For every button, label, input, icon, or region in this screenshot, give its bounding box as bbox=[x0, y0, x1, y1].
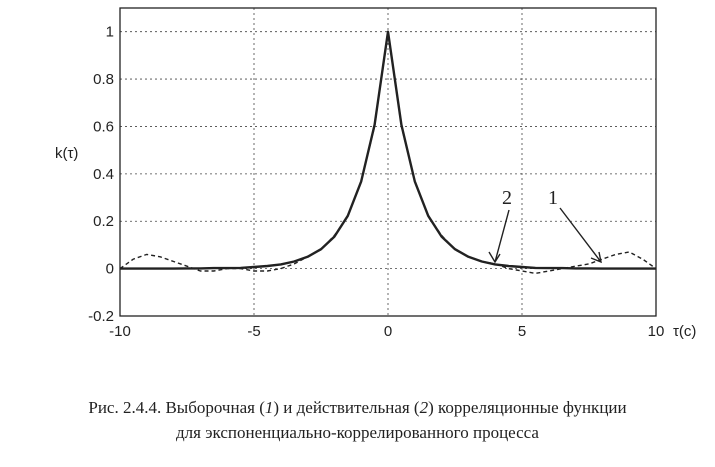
series-2-line bbox=[120, 30, 656, 270]
plot-frame bbox=[119, 7, 657, 317]
x-tick-label: 5 bbox=[518, 323, 526, 340]
series-1-arrow bbox=[559, 207, 602, 264]
caption-part1: Рис. 2.4.4. Выборочная ( bbox=[88, 398, 265, 417]
tick-labels: -10 -5 0 5 10 -0.2 0 0.2 0.4 0.6 0.8 1 bbox=[88, 24, 664, 340]
grid bbox=[120, 8, 656, 316]
series-label-1: 1 bbox=[548, 187, 558, 209]
y-tick-label: 0.4 bbox=[93, 166, 114, 183]
caption-part3: ) корреляционные функции bbox=[428, 398, 627, 417]
y-tick-label: 1 bbox=[106, 24, 114, 41]
x-tick-label: 10 bbox=[648, 323, 665, 340]
figure-caption: Рис. 2.4.4. Выборочная (1) и действитель… bbox=[0, 398, 715, 418]
series-layer bbox=[119, 30, 657, 275]
y-tick-label: 0.6 bbox=[93, 118, 114, 135]
y-tick-label: -0.2 bbox=[88, 308, 114, 325]
x-tick-label: -5 bbox=[247, 323, 260, 340]
y-tick-label: 0.2 bbox=[93, 213, 114, 230]
caption-part2: ) и действительная ( bbox=[273, 398, 420, 417]
y-axis-label: k(τ) bbox=[55, 145, 78, 162]
x-axis-label: τ(c) bbox=[673, 323, 696, 340]
series-2-arrow bbox=[488, 209, 510, 264]
caption-num1: 1 bbox=[264, 398, 274, 417]
x-tick-label: -10 bbox=[109, 323, 131, 340]
series-1-line bbox=[119, 31, 657, 275]
y-tick-label: 0 bbox=[106, 261, 114, 278]
figure-caption-line2: для экспоненциально-коррелированного про… bbox=[176, 423, 539, 442]
x-tick-label: 0 bbox=[384, 323, 392, 340]
y-tick-label: 0.8 bbox=[93, 71, 114, 88]
caption-num2: 2 bbox=[419, 398, 429, 417]
series-label-2: 2 bbox=[502, 187, 512, 209]
